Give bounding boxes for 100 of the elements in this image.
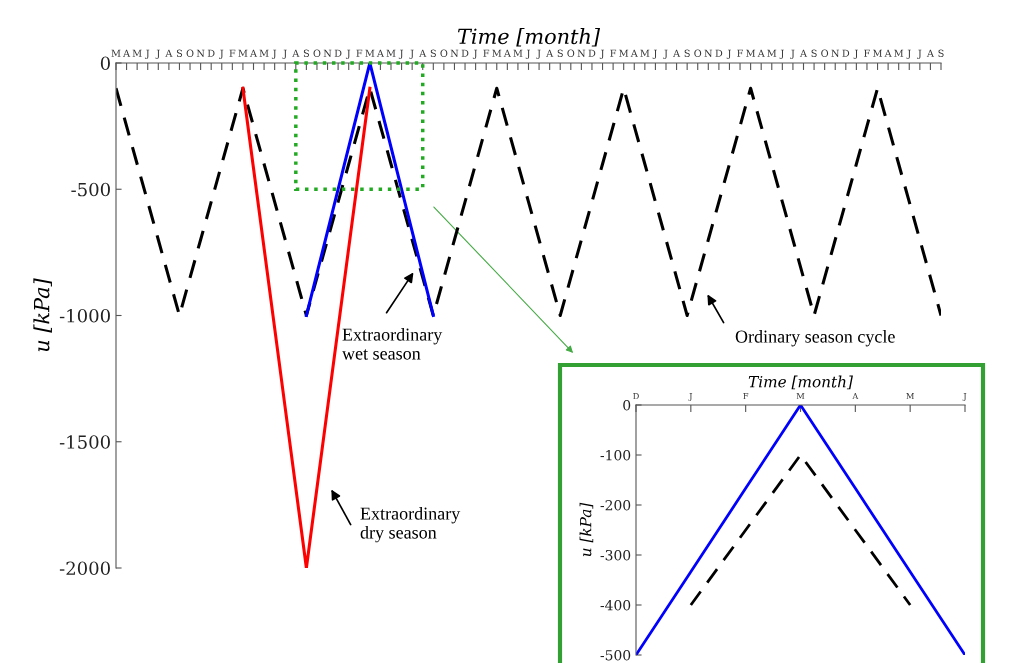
x-tick-label: A [249, 49, 258, 57]
x-tick-label: J [726, 49, 731, 59]
x-tick-label: J [282, 49, 287, 59]
x-tick-label: S [303, 49, 309, 57]
x-tick-label: D [461, 49, 469, 57]
x-tick-label: J [853, 49, 858, 59]
x-tick-label: S [811, 49, 817, 57]
x-axis-title: Time [month] [748, 375, 853, 390]
x-tick-label: J [663, 49, 668, 59]
x-tick-label: A [419, 49, 427, 57]
x-tick-label: D [633, 393, 639, 400]
x-tick-label: J [779, 49, 784, 59]
y-tick-label: -1500 [59, 435, 110, 449]
x-tick-label: J [906, 49, 911, 59]
x-tick-label: M [365, 49, 375, 57]
x-tick-label: N [196, 49, 205, 57]
x-tick-label: A [852, 393, 859, 400]
x-tick-label: M [796, 393, 805, 400]
x-tick-label: M [259, 49, 269, 57]
x-tick-label: S [684, 49, 690, 57]
x-tick-label: D [588, 49, 596, 57]
line-series [116, 86, 941, 318]
x-tick-label: A [630, 49, 638, 57]
x-tick-label: D [334, 49, 342, 57]
x-tick-label: D [842, 49, 850, 57]
x-tick-label: M [906, 393, 915, 400]
x-tick-label: A [503, 49, 511, 57]
x-tick-label: J [790, 49, 795, 59]
y-tick-label: 0 [100, 56, 110, 71]
x-tick-label: N [450, 49, 459, 57]
x-tick-label: M [132, 49, 142, 57]
x-tick-label: M [619, 49, 629, 57]
x-tick-label: A [799, 49, 808, 57]
x-tick-label: J [398, 49, 404, 59]
x-tick-label: N [831, 49, 840, 57]
x-tick-label: J [962, 393, 967, 401]
x-tick-label: J [536, 49, 541, 59]
x-tick-label: M [492, 49, 502, 57]
x-tick-label: S [938, 49, 944, 57]
annotation: Extraordinary wet season [342, 328, 443, 360]
x-tick-label: J [472, 49, 478, 59]
x-tick-label: J [219, 49, 224, 59]
x-tick-label: M [386, 49, 396, 57]
y-axis-title: u [kPa] [33, 278, 52, 352]
x-tick-label: M [746, 49, 756, 57]
x-tick-label: M [111, 49, 121, 57]
x-tick-label: O [313, 49, 321, 57]
x-tick-label: F [743, 393, 749, 400]
x-tick-label: S [557, 49, 563, 57]
x-tick-label: O [186, 49, 194, 57]
x-tick-label: N [704, 49, 713, 57]
x-tick-label: J [345, 49, 351, 59]
x-tick-label: O [567, 49, 575, 57]
x-tick-label: M [767, 49, 777, 57]
x-tick-label: J [525, 49, 530, 59]
x-tick-label: N [577, 49, 586, 57]
x-tick-label: F [356, 49, 363, 57]
x-tick-label: A [757, 49, 765, 57]
y-tick-label: -200 [600, 499, 631, 511]
x-tick-label: A [165, 49, 173, 57]
y-tick-label: -2000 [59, 561, 110, 576]
x-tick-label: J [652, 49, 657, 59]
x-tick-label: J [155, 49, 160, 59]
y-tick-label: -1000 [59, 308, 110, 323]
y-tick-label: -500 [71, 182, 110, 197]
x-tick-label: A [546, 49, 554, 57]
annotation: Ordinary season cycle [735, 330, 895, 347]
x-tick-label: A [673, 49, 681, 57]
x-tick-label: J [144, 49, 150, 59]
x-tick-label: J [599, 49, 605, 59]
x-tick-label: A [884, 49, 892, 57]
x-tick-label: J [917, 49, 922, 59]
line-series [636, 405, 965, 655]
x-tick-label: O [440, 49, 448, 57]
x-tick-label: M [513, 49, 523, 57]
x-tick-label: J [409, 49, 414, 59]
x-tick-label: M [640, 49, 650, 57]
x-tick-label: F [610, 49, 617, 57]
x-tick-label: A [123, 49, 131, 57]
x-tick-label: A [292, 49, 300, 57]
x-tick-label: D [715, 49, 723, 57]
y-axis-title: u [kPa] [579, 502, 594, 557]
x-tick-label: O [694, 49, 702, 57]
x-tick-label: S [176, 49, 183, 57]
x-tick-label: F [483, 49, 490, 57]
x-tick-label: F [864, 49, 870, 57]
x-tick-label: M [894, 49, 904, 57]
x-tick-label: M [873, 49, 883, 57]
line-series [304, 63, 435, 318]
x-tick-label: S [430, 49, 436, 57]
x-tick-label: J [271, 49, 277, 59]
x-tick-label: A [926, 49, 935, 57]
x-axis-title: Time [month] [457, 28, 601, 47]
x-tick-label: O [821, 49, 829, 57]
y-tick-label: -300 [600, 549, 631, 561]
y-tick-label: -400 [600, 599, 631, 611]
y-tick-label: -100 [600, 449, 631, 461]
x-tick-label: F [229, 49, 236, 57]
x-tick-label: N [323, 49, 332, 57]
x-tick-label: D [207, 49, 215, 57]
